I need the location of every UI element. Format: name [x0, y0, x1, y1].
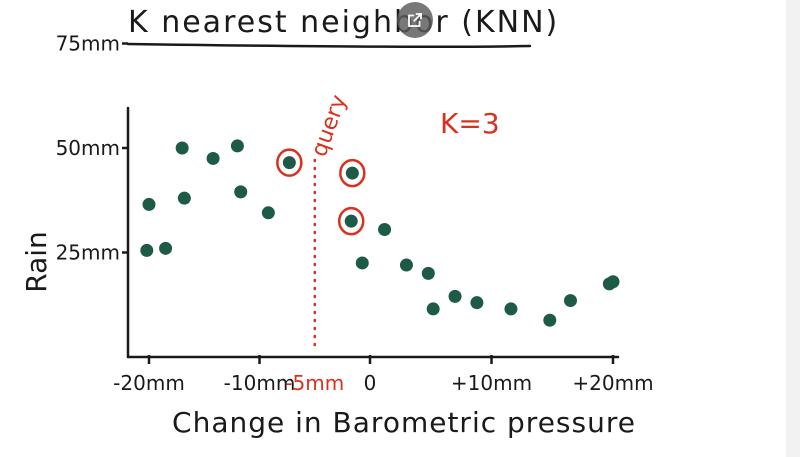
neighbor-rings — [276, 148, 366, 236]
query-group: query K=3 — [307, 92, 500, 354]
data-point — [140, 243, 154, 257]
data-point — [206, 151, 220, 165]
y-tick-label: 25mm — [56, 241, 120, 265]
neighbor-point — [344, 214, 358, 228]
y-axis-label: Rain — [20, 231, 53, 293]
x-tick-label: -10mm — [224, 371, 296, 395]
data-point — [355, 256, 369, 270]
popout-button[interactable] — [397, 2, 433, 38]
neighbor-ring — [339, 158, 366, 188]
data-point — [543, 313, 557, 327]
data-point — [175, 141, 189, 155]
y-tick-label: 50mm — [56, 136, 120, 160]
query-label: query — [307, 92, 352, 160]
data-point — [378, 223, 392, 237]
neighbor-ring — [337, 206, 365, 236]
chart-title: K nearest neighbor (KNN) — [128, 5, 559, 40]
x-tick-label: +10mm — [451, 371, 532, 395]
x-tick-label: 0 — [364, 371, 377, 395]
data-point — [426, 302, 440, 316]
title-group: K nearest neighbor (KNN) — [126, 5, 559, 49]
data-point — [261, 206, 275, 220]
data-points — [140, 139, 620, 327]
neighbor-point — [282, 156, 296, 170]
data-point — [399, 258, 413, 272]
open-in-new-icon — [408, 13, 422, 27]
axes — [126, 106, 620, 359]
k-label: K=3 — [440, 107, 500, 140]
data-point — [421, 266, 435, 280]
data-point — [230, 139, 244, 153]
data-point — [470, 296, 484, 310]
x-tick-label: +20mm — [572, 371, 653, 395]
data-point — [142, 197, 156, 211]
data-point — [563, 294, 577, 308]
data-point — [448, 289, 462, 303]
data-point — [159, 241, 173, 255]
data-point — [606, 275, 620, 289]
data-point — [504, 302, 518, 316]
neighbor-ring — [276, 148, 303, 177]
y-ticks: 25mm 50mm 75mm — [56, 32, 128, 265]
x-axis-label: Change in Barometric pressure — [172, 406, 636, 439]
x-tick-label-query: -5mm — [285, 371, 344, 395]
data-point — [234, 185, 248, 199]
data-point — [177, 191, 191, 205]
right-margin — [786, 0, 800, 457]
x-ticks: -20mm -10mm-5mm 0 +10mm +20mm — [113, 355, 654, 395]
neighbor-point — [345, 166, 359, 180]
x-tick-label: -20mm — [113, 371, 185, 395]
title-underline — [126, 42, 532, 49]
y-tick-label: 75mm — [56, 32, 120, 56]
